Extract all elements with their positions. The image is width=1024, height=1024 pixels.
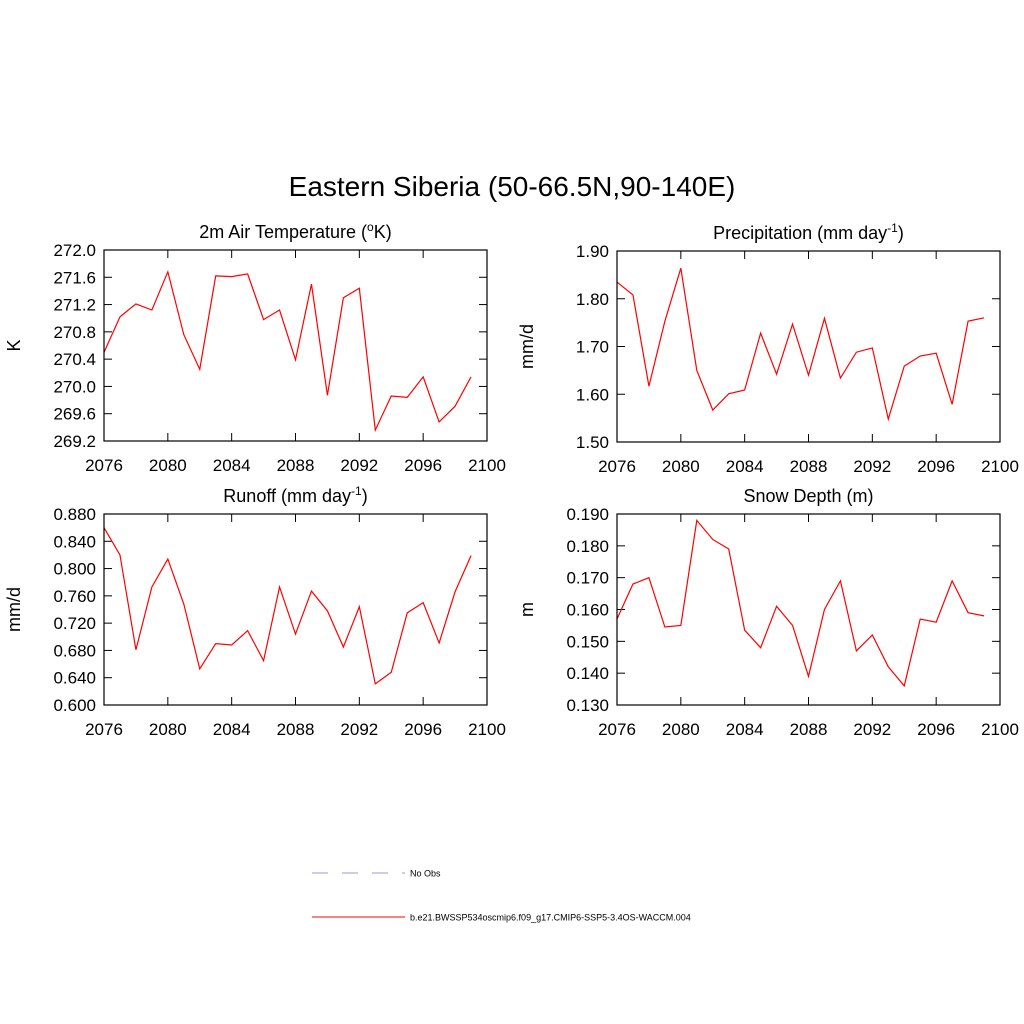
y-axis-label: m [517,602,537,617]
x-tick-label: 2084 [213,456,251,475]
plot-frame [616,250,1001,443]
x-tick-label: 2080 [149,456,187,475]
x-tick-label: 2096 [917,720,955,739]
panel-title: Precipitation (mm day-1) [713,221,904,243]
y-tick-label: 272.0 [53,241,96,260]
figure-title: Eastern Siberia (50-66.5N,90-140E) [289,171,736,202]
y-tick-label: 0.170 [566,569,609,588]
x-tick-label: 2096 [917,457,955,476]
data-line [616,268,985,422]
plot-frame [103,249,488,442]
x-tick-label: 2100 [981,720,1019,739]
y-tick-label: 271.2 [53,296,96,315]
x-tick-label: 2084 [726,720,764,739]
y-tick-label: 270.4 [53,350,96,369]
plot-frame [103,513,488,706]
x-tick-label: 2092 [340,720,378,739]
x-tick-label: 2088 [790,457,828,476]
title-part: -1 [351,484,362,498]
y-tick-label: 1.50 [576,433,609,452]
legend-label: b.e21.BWSSP534oscmip6.f09_g17.CMIP6-SSP5… [410,913,691,923]
data-line [103,269,472,433]
y-tick-label: 0.680 [53,641,96,660]
data-line [616,518,985,688]
x-tick-label: 2080 [662,720,700,739]
y-tick-label: 0.800 [53,560,96,579]
x-tick-label: 2100 [468,720,506,739]
y-tick-label: 0.180 [566,537,609,556]
y-tick-label: 0.190 [566,505,609,524]
panel-title: Snow Depth (m) [743,486,873,506]
y-tick-label: 0.720 [53,614,96,633]
title-part: Precipitation (mm day [713,223,887,243]
y-tick-label: 0.600 [53,696,96,715]
y-axis-label: mm/d [4,587,24,632]
x-tick-label: 2088 [277,720,315,739]
plot-frame [616,513,1001,706]
y-tick-label: 0.140 [566,664,609,683]
x-tick-label: 2100 [981,457,1019,476]
y-tick-label: 0.880 [53,505,96,524]
y-tick-label: 269.6 [53,405,96,424]
title-part: ) [362,486,368,506]
y-tick-label: 0.160 [566,601,609,620]
title-part: 2m Air Temperature ( [199,222,367,242]
y-axis-label: K [4,339,24,351]
x-tick-label: 2100 [468,456,506,475]
y-tick-label: 1.90 [576,242,609,261]
x-tick-label: 2076 [598,457,636,476]
x-tick-label: 2076 [85,720,123,739]
y-axis-label: mm/d [517,324,537,369]
title-part: Snow Depth (m) [743,486,873,506]
y-tick-label: 0.150 [566,632,609,651]
x-tick-label: 2096 [404,720,442,739]
y-tick-label: 1.70 [576,338,609,357]
legend-label: No Obs [410,869,441,879]
x-tick-label: 2092 [853,457,891,476]
x-tick-label: 2084 [213,720,251,739]
title-part: ) [898,223,904,243]
x-tick-label: 2096 [404,456,442,475]
y-tick-label: 1.60 [576,385,609,404]
title-part: o [367,220,374,234]
x-tick-label: 2076 [85,456,123,475]
x-tick-label: 2088 [277,456,315,475]
y-tick-label: 0.130 [566,696,609,715]
y-tick-label: 1.80 [576,290,609,309]
data-line [103,527,472,685]
x-tick-label: 2080 [149,720,187,739]
title-part: Runoff (mm day [223,486,351,506]
y-tick-label: 270.8 [53,323,96,342]
panel-title: Runoff (mm day-1) [223,484,367,506]
x-tick-label: 2080 [662,457,700,476]
x-tick-label: 2084 [726,457,764,476]
y-tick-label: 269.2 [53,432,96,451]
y-tick-label: 0.640 [53,669,96,688]
panel-title: 2m Air Temperature (oK) [199,220,391,242]
x-tick-label: 2076 [598,720,636,739]
x-tick-label: 2092 [340,456,378,475]
y-tick-label: 0.760 [53,587,96,606]
title-part: -1 [887,221,898,235]
title-part: K) [374,222,392,242]
y-tick-label: 271.6 [53,268,96,287]
x-tick-label: 2088 [790,720,828,739]
y-tick-label: 0.840 [53,532,96,551]
x-tick-label: 2092 [853,720,891,739]
y-tick-label: 270.0 [53,377,96,396]
